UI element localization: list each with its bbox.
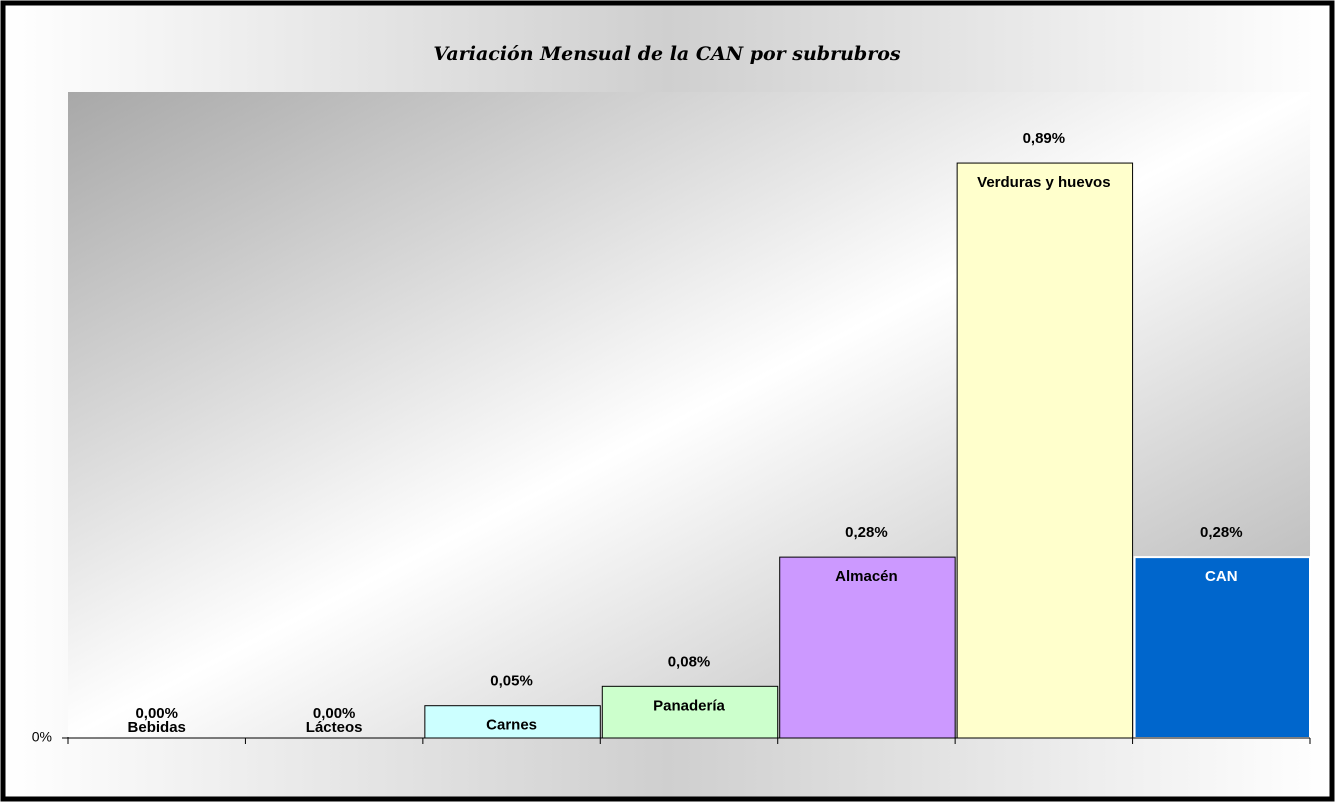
- category-label: Bebidas: [128, 719, 186, 736]
- category-label: CAN: [1205, 568, 1238, 585]
- bar: [956, 162, 1134, 739]
- value-label: 0,00%: [135, 705, 178, 722]
- chart-title: Variación Mensual de la CAN por subrubro…: [433, 43, 900, 65]
- category-label: Lácteos: [306, 719, 363, 736]
- category-label: Verduras y huevos: [977, 174, 1110, 191]
- category-label: Almacén: [835, 568, 898, 585]
- value-label: 0,05%: [490, 673, 533, 690]
- value-label: 0,00%: [313, 705, 356, 722]
- value-label: 0,28%: [845, 524, 888, 541]
- category-label: Panadería: [653, 697, 725, 714]
- y-tick-label: 0%: [32, 729, 52, 745]
- value-label: 0,08%: [668, 653, 711, 670]
- category-label: Carnes: [486, 717, 537, 734]
- value-label: 0,28%: [1200, 524, 1243, 541]
- bar: [424, 705, 601, 739]
- value-label: 0,89%: [1023, 130, 1066, 147]
